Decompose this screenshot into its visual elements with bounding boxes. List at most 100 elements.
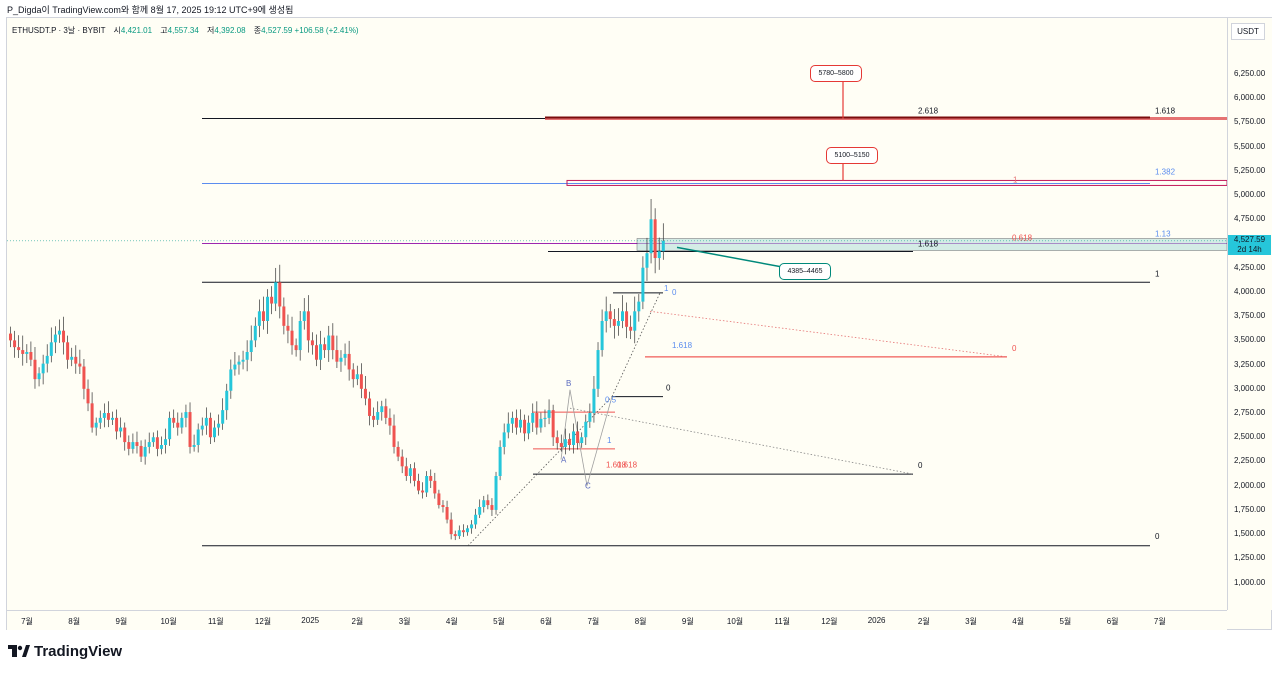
projection-dotted-upper bbox=[649, 310, 1008, 358]
candle-body bbox=[213, 427, 216, 438]
candle-body bbox=[404, 466, 408, 476]
candle-body bbox=[168, 417, 172, 440]
symbol-label[interactable]: ETHUSDT.P · 3날 · BYBIT bbox=[12, 26, 106, 35]
candle-body bbox=[233, 364, 237, 370]
candle-body bbox=[298, 321, 302, 351]
callout-pointer-4385 bbox=[676, 246, 782, 268]
candle-body bbox=[164, 439, 168, 445]
candle-body bbox=[111, 417, 114, 420]
price-tick-label: 3,000.00 bbox=[1234, 383, 1266, 393]
candle-body bbox=[147, 442, 151, 447]
price-callout[interactable]: 5100–5150 bbox=[826, 147, 878, 164]
fib-label-2618: 2.618 bbox=[918, 107, 939, 116]
candle-body bbox=[514, 417, 518, 428]
candle-body bbox=[474, 514, 478, 525]
candle-body bbox=[412, 468, 416, 481]
candle-body bbox=[388, 417, 392, 426]
candle-body bbox=[106, 413, 110, 420]
candle-body bbox=[127, 442, 131, 449]
candle-body bbox=[221, 410, 225, 424]
candle-body bbox=[417, 480, 420, 491]
time-tick-label: 4월 bbox=[1012, 617, 1025, 626]
candle-body bbox=[159, 445, 163, 449]
fib-label-1382: 1.382 bbox=[1155, 167, 1176, 176]
time-tick-label: 6월 bbox=[540, 617, 553, 626]
candle-body bbox=[66, 342, 70, 360]
brand-name: TradingView bbox=[34, 643, 123, 660]
candle-body bbox=[633, 311, 637, 331]
candle-body bbox=[604, 311, 608, 321]
candle-body bbox=[600, 321, 604, 351]
open-label: 시 bbox=[113, 26, 121, 35]
fib-label-05: 0.5 bbox=[605, 395, 617, 404]
time-axis[interactable] bbox=[7, 610, 1227, 630]
time-tick-label: 9월 bbox=[681, 617, 694, 626]
time-tick-label: 11월 bbox=[207, 617, 224, 626]
candle-body bbox=[661, 240, 665, 252]
time-tick-label: 7월 bbox=[587, 617, 600, 626]
price-callout[interactable]: 4385–4465 bbox=[779, 263, 831, 280]
tradingview-logo-icon bbox=[8, 644, 30, 657]
close-value: 4,527.59 bbox=[261, 26, 293, 35]
candle-body bbox=[172, 417, 176, 423]
candle-body bbox=[425, 476, 429, 493]
fib-label-1618-top: 1.618 bbox=[1155, 107, 1176, 116]
high-value: 4,557.34 bbox=[167, 26, 199, 35]
candle-body bbox=[649, 219, 653, 254]
time-tick-label: 10월 bbox=[726, 617, 744, 626]
candle-body bbox=[143, 446, 147, 457]
candle-body bbox=[433, 480, 437, 494]
chart-frame[interactable]: 2.618 1.618 1.382 1 1.13 0.618 1.618 1 1.618 0 0 0 0… bbox=[6, 17, 1272, 630]
projection-dotted-rise bbox=[467, 396, 613, 547]
projection-dotted-rise-2 bbox=[611, 292, 661, 397]
candle-body bbox=[188, 412, 192, 447]
candle-body bbox=[559, 443, 563, 447]
price-callout[interactable]: 5780–5800 bbox=[810, 65, 862, 82]
candle-body bbox=[621, 311, 624, 321]
candle-body bbox=[53, 334, 57, 343]
candle-body bbox=[123, 427, 127, 443]
time-tick-label: 12월 bbox=[254, 617, 272, 626]
fib-label-0-2920: 0 bbox=[666, 384, 671, 393]
time-tick-label: 7월 bbox=[21, 617, 33, 626]
candle-body bbox=[98, 417, 102, 423]
candle-body bbox=[21, 350, 25, 354]
candle-body bbox=[253, 325, 257, 341]
high-label: 고 bbox=[160, 26, 168, 35]
candle-body bbox=[482, 500, 486, 507]
price-tick-label: 3,500.00 bbox=[1234, 335, 1266, 345]
candle-body bbox=[237, 361, 241, 365]
candle-body bbox=[380, 406, 384, 413]
candle-body bbox=[490, 505, 494, 510]
candle-body bbox=[278, 282, 282, 307]
time-tick-label: 11월 bbox=[774, 617, 791, 626]
candle-body bbox=[441, 505, 445, 507]
time-tick-label: 2026 bbox=[867, 616, 886, 625]
candle-body bbox=[270, 296, 274, 304]
candle-body bbox=[225, 390, 229, 411]
candle-body bbox=[25, 352, 29, 354]
candle-body bbox=[527, 422, 531, 434]
tradingview-logo[interactable]: TradingView bbox=[8, 643, 122, 660]
price-tick-label: 1,500.00 bbox=[1234, 529, 1266, 539]
candle-body bbox=[327, 335, 331, 351]
price-axis[interactable] bbox=[1227, 18, 1272, 610]
candle-body bbox=[200, 425, 204, 430]
time-tick-label: 9월 bbox=[115, 617, 128, 626]
price-tick-label: 1,250.00 bbox=[1234, 553, 1266, 563]
candle-body bbox=[261, 311, 265, 321]
candle-body bbox=[567, 439, 571, 445]
currency-button[interactable]: USDT bbox=[1231, 23, 1265, 40]
pattern-ab bbox=[560, 389, 571, 460]
pattern-label-c: C bbox=[585, 482, 591, 491]
price-tick-label: 2,250.00 bbox=[1234, 456, 1266, 466]
candle-body bbox=[86, 388, 90, 404]
candle-body bbox=[355, 374, 359, 380]
candle-body bbox=[547, 410, 551, 418]
candle-body bbox=[33, 359, 37, 380]
price-tick-label: 5,750.00 bbox=[1234, 117, 1266, 127]
candle-body bbox=[266, 296, 270, 321]
fib-label-1618-3330: 1.618 bbox=[672, 341, 693, 350]
candle-body bbox=[274, 282, 278, 304]
